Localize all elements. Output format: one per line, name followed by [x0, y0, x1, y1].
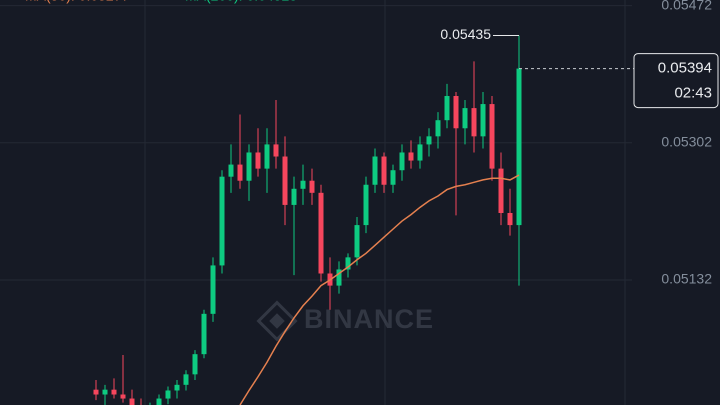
- candle-body: [120, 394, 126, 399]
- watermark-text: BINANCE: [304, 304, 434, 334]
- y-tick-label: 0.05472: [661, 0, 712, 12]
- candle-body: [174, 384, 180, 391]
- candle-body: [399, 152, 405, 171]
- candle-body: [363, 184, 369, 226]
- candle-body: [273, 144, 279, 157]
- candle-body: [246, 152, 252, 181]
- candle-body: [102, 389, 108, 395]
- candle-body: [201, 313, 207, 355]
- candle-body: [480, 104, 486, 137]
- candle-body: [309, 180, 315, 193]
- candle-body: [354, 225, 360, 258]
- candle-body: [291, 188, 297, 205]
- candle-body: [111, 389, 117, 395]
- candle-body: [498, 168, 504, 213]
- candle-body: [183, 374, 189, 385]
- ma-line: [239, 174, 520, 405]
- candle-body: [192, 354, 198, 375]
- price-tag: [633, 53, 719, 109]
- candle-body: [156, 398, 162, 405]
- y-tick-label: 0.05132: [661, 271, 712, 287]
- y-tick-label: 0.05302: [661, 134, 712, 150]
- candle-body: [282, 156, 288, 205]
- candle-body: [345, 257, 351, 270]
- candle-body: [462, 108, 468, 129]
- candle-body: [408, 152, 414, 161]
- high-label: 0.05435: [440, 26, 491, 42]
- candle-body: [336, 269, 342, 286]
- candle-body: [426, 136, 432, 145]
- candle-body: [210, 265, 216, 314]
- legend-entry: MA(50): 0.05277: [25, 0, 129, 4]
- candle-body: [372, 156, 378, 185]
- candle-body: [264, 144, 270, 169]
- candle-body: [318, 192, 324, 274]
- candle-body: [255, 152, 261, 169]
- candle-body: [219, 176, 225, 266]
- price-tag-countdown: 02:43: [674, 85, 712, 102]
- candle-body: [390, 170, 396, 185]
- candle-body: [165, 390, 171, 399]
- candle-body: [93, 389, 99, 395]
- candle-body: [300, 180, 306, 189]
- price-tag-value: 0.05394: [658, 60, 712, 77]
- watermark: BINANCE: [256, 300, 434, 342]
- candle-body: [453, 96, 459, 129]
- candle-body: [444, 96, 450, 121]
- candle-body: [516, 68, 522, 226]
- candle-body: [129, 398, 135, 405]
- candle-body: [507, 212, 513, 226]
- candle-body: [435, 120, 441, 137]
- candle-body: [471, 108, 477, 137]
- candle-body: [228, 164, 234, 177]
- candle-body: [489, 104, 495, 169]
- legend-entry: MA(200): 0.04928: [185, 0, 297, 4]
- candle-body: [381, 156, 387, 185]
- candle-body: [417, 144, 423, 161]
- candle-body: [237, 164, 243, 181]
